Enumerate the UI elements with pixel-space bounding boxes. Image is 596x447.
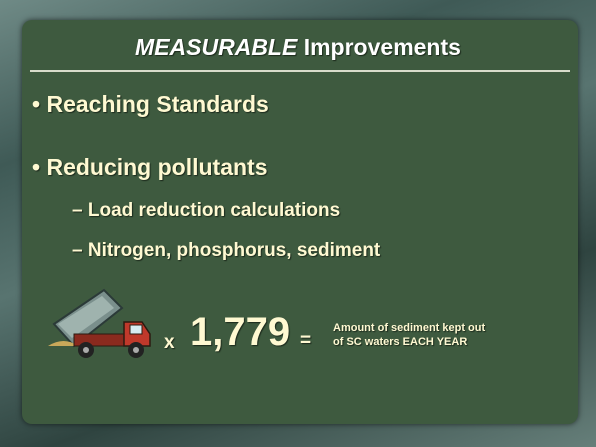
sub-bullet-text: Nitrogen, phosphorus, sediment (88, 240, 380, 261)
bullet-text: Reaching Standards (46, 91, 268, 117)
slide: MEASURABLE Improvements • Reaching Stand… (0, 0, 596, 447)
dump-truck-icon (44, 284, 156, 364)
title-rule (30, 70, 570, 72)
caption-line: Amount of sediment kept out (333, 321, 485, 335)
title-emphasis: MEASURABLE (135, 34, 297, 60)
multiplier: 1,779 (190, 310, 290, 355)
sub-bullet-text: Load reduction calculations (88, 200, 340, 221)
slide-title: MEASURABLE Improvements (0, 34, 596, 61)
caption-line: of SC waters EACH YEAR (333, 335, 485, 349)
result-caption: Amount of sediment kept out of SC waters… (333, 321, 485, 349)
sub-bullet: – Load reduction calculations (72, 200, 340, 222)
times-sign: x (164, 332, 175, 354)
title-rest: Improvements (297, 34, 461, 60)
equals-sign: = (300, 330, 311, 352)
sub-bullet: – Nitrogen, phosphorus, sediment (72, 240, 380, 262)
bullet: • Reaching Standards (32, 91, 269, 118)
bullet-text: Reducing pollutants (46, 154, 267, 180)
bullet: • Reducing pollutants (32, 154, 268, 181)
